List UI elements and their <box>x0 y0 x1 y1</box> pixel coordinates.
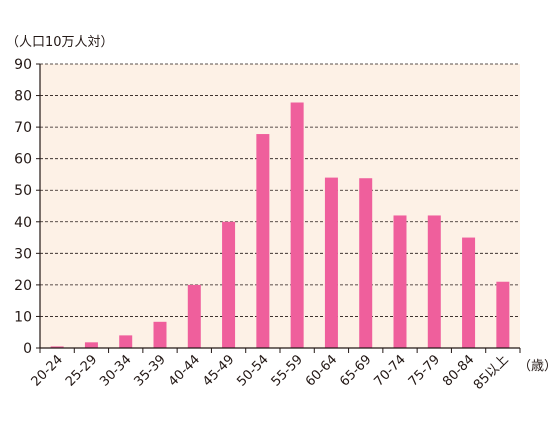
y-tick-label: 60 <box>14 152 32 168</box>
plot-area <box>40 64 520 348</box>
y-tick-label: 20 <box>14 278 32 294</box>
x-tick-label: 60-64 <box>303 352 340 389</box>
x-tick-label: 35-39 <box>132 352 169 389</box>
y-tick-label: 80 <box>14 89 32 105</box>
bar <box>462 237 476 348</box>
x-tick-label: 40-44 <box>166 352 203 389</box>
x-tick-label: 75-79 <box>406 352 443 389</box>
bar <box>290 102 304 349</box>
bar <box>222 221 236 348</box>
bar <box>393 215 407 348</box>
bar <box>50 346 64 348</box>
y-tick-label: 90 <box>14 57 32 73</box>
bar <box>496 281 510 348</box>
y-tick-label: 40 <box>14 215 32 231</box>
x-axis-label: （歳） <box>518 359 557 374</box>
gridlines <box>40 63 520 317</box>
y-tick-label: 50 <box>14 183 32 199</box>
x-tick-label: 85以上 <box>471 352 512 393</box>
y-tick-label: 30 <box>14 246 32 262</box>
y-axis-label: （人口10万人対） <box>6 35 114 50</box>
bar <box>119 335 133 348</box>
bar <box>324 177 338 348</box>
x-tick-label: 55-59 <box>269 352 306 389</box>
y-tick-label: 70 <box>14 120 32 136</box>
bar <box>187 284 201 348</box>
x-tick-label: 65-69 <box>337 352 374 389</box>
bar <box>359 178 373 348</box>
bars <box>50 102 510 349</box>
x-axis-ticks: 20-2425-2930-3435-3940-4445-4950-5455-59… <box>29 348 521 393</box>
x-tick-label: 20-24 <box>29 352 66 389</box>
bar <box>256 134 270 348</box>
x-tick-label: 70-74 <box>372 352 409 389</box>
x-tick-label: 30-34 <box>97 352 134 389</box>
y-tick-label: 0 <box>23 341 32 357</box>
y-axis-ticks: 0 10 20 30 40 50 60 70 80 90 <box>14 57 40 357</box>
x-tick-label: 25-29 <box>63 352 100 389</box>
y-tick-label: 10 <box>14 309 32 325</box>
x-tick-label: 45-49 <box>200 352 237 389</box>
bar <box>84 342 98 348</box>
x-tick-label: 50-54 <box>234 352 271 389</box>
bar <box>427 215 441 348</box>
bar <box>153 321 167 348</box>
